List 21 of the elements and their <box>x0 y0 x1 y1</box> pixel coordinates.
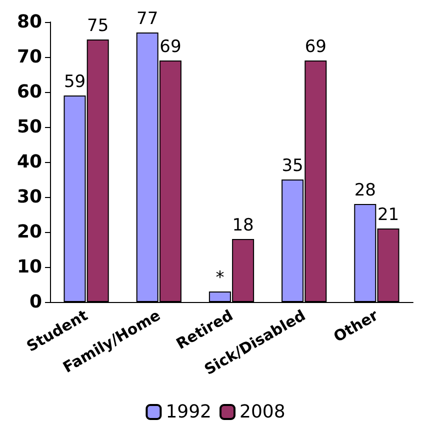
legend-label: 2008 <box>240 402 286 422</box>
data-label: 18 <box>232 216 254 236</box>
data-label: 21 <box>377 205 400 225</box>
legend-label: 1992 <box>166 402 212 422</box>
y-tick-label: 30 <box>16 186 42 208</box>
data-label: 35 <box>282 156 304 176</box>
y-tick-label: 60 <box>16 82 42 102</box>
data-label: 69 <box>304 37 326 57</box>
data-label: 77 <box>136 9 158 29</box>
data-label: 59 <box>64 72 86 92</box>
data-label: 28 <box>354 180 376 200</box>
y-tick-label: 40 <box>16 152 42 172</box>
y-tick-label: 50 <box>16 116 42 138</box>
y-tick-label: 10 <box>16 256 42 278</box>
y-tick-label: 20 <box>16 222 42 242</box>
data-label: 75 <box>87 16 109 36</box>
y-tick-label: 70 <box>16 46 42 68</box>
data-label: 69 <box>160 37 182 57</box>
y-tick-label: 80 <box>16 12 42 32</box>
data-label: * <box>216 268 224 288</box>
y-tick-label: 0 <box>29 292 42 312</box>
